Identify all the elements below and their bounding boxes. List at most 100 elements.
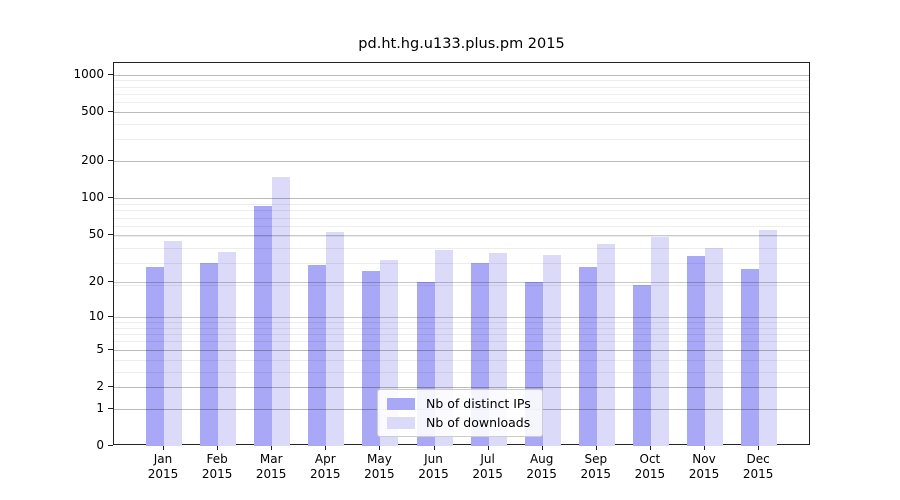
y-tick-label: 1000 [73,66,104,81]
gridline-minor [114,341,809,343]
x-tick-label: Jul 2015 [472,452,503,481]
gridline-minor [114,217,809,219]
x-tick [217,445,219,450]
x-tick-label: Apr 2015 [310,452,341,481]
y-tick [108,281,113,283]
y-tick-label: 2 [96,378,104,393]
gridline-major [114,74,809,76]
bar-downloads-oct [650,236,669,446]
y-tick [108,73,113,75]
gridline-minor [114,386,809,388]
bar-downloads-sep [596,243,615,446]
legend-label-downloads: Nb of downloads [426,415,531,430]
x-tick-label: Sep 2015 [580,452,612,481]
bar-ips-feb [200,263,219,446]
legend-item-distinct-ips: Nb of distinct IPs [387,396,531,411]
bar-ips-may [362,270,381,446]
y-tick-label: 200 [81,152,104,167]
gridline-major [114,317,809,319]
y-tick-label: 0 [96,438,104,452]
gridline-minor [114,225,809,227]
gridline-minor [114,210,809,212]
gridline-minor [114,86,809,88]
gridline-minor [114,111,809,113]
gridline-major [114,386,809,388]
gridline-minor [114,334,809,336]
x-tick [758,445,760,450]
bar-downloads-nov [705,247,723,446]
y-tick [108,196,113,198]
bar-downloads-feb [218,251,237,446]
y-tick [108,385,113,387]
y-tick [108,407,113,409]
x-tick [595,445,597,450]
bar-ips-apr [308,265,327,446]
y-tick-label: 20 [88,274,104,289]
x-tick-label: Oct 2015 [634,452,666,481]
y-tick-label: 5 [96,341,104,356]
bar-downloads-jan [164,241,182,446]
legend-swatch-downloads [387,416,415,429]
gridline-minor [114,102,809,104]
x-tick-label: May 2015 [364,452,395,481]
y-tick-label: 1 [96,400,104,415]
y-tick [108,159,113,161]
gridline-minor [114,161,809,163]
x-tick-label: Nov 2015 [688,452,720,481]
y-tick [108,316,113,318]
gridline-minor [114,322,809,324]
gridline-minor [114,247,809,249]
gridline-minor [114,371,809,373]
gridline-major [114,160,809,162]
legend-item-downloads: Nb of downloads [387,415,531,430]
x-tick [271,445,273,450]
gridline-minor [114,123,809,125]
bar-ips-nov [687,256,705,446]
x-tick [541,445,543,450]
gridline-minor [114,139,809,141]
bar-downloads-apr [326,231,345,446]
gridline-minor [114,198,809,200]
y-tick-label: 50 [88,226,104,241]
gridline-major [114,197,809,199]
y-tick [108,348,113,350]
x-tick [433,445,435,450]
bar-ips-sep [578,266,597,446]
x-tick-label: Mar 2015 [255,452,287,481]
x-tick [325,445,327,450]
y-tick-label: 100 [81,189,104,204]
legend-label-distinct-ips: Nb of distinct IPs [426,396,531,411]
gridline-minor [114,284,809,286]
x-tick-label: Jan 2015 [147,452,179,481]
gridline-minor [114,204,809,206]
x-tick-label: Feb 2015 [201,452,233,481]
gridline-minor [114,93,809,95]
bar-downloads-mar [272,177,291,446]
chart-title: pd.ht.hg.u133.plus.pm 2015 [358,36,565,52]
y-tick-label: 500 [81,103,104,118]
gridline-minor [114,74,809,76]
x-tick [649,445,651,450]
x-tick [163,445,164,450]
gridline-major [114,111,809,113]
gridline-major [114,234,809,236]
bar-ips-dec [741,268,760,446]
bar-downloads-dec [759,229,778,446]
x-tick-label: Dec 2015 [742,452,774,481]
gridline-major [114,282,809,284]
x-tick [704,445,705,450]
plot-area: Nb of distinct IPs Nb of downloads [113,62,810,446]
y-tick [108,233,113,235]
gridline-minor [114,349,809,351]
bar-downloads-aug [542,254,561,446]
x-tick-label: Aug 2015 [526,452,557,481]
bar-ips-mar [254,205,273,446]
x-tick-label: Jun 2015 [418,452,449,481]
gridline-minor [114,359,809,361]
x-tick [487,445,489,450]
gridline-minor [114,327,809,329]
legend: Nb of distinct IPs Nb of downloads [377,389,543,437]
gridline-minor [114,263,809,265]
y-tick [108,110,113,112]
